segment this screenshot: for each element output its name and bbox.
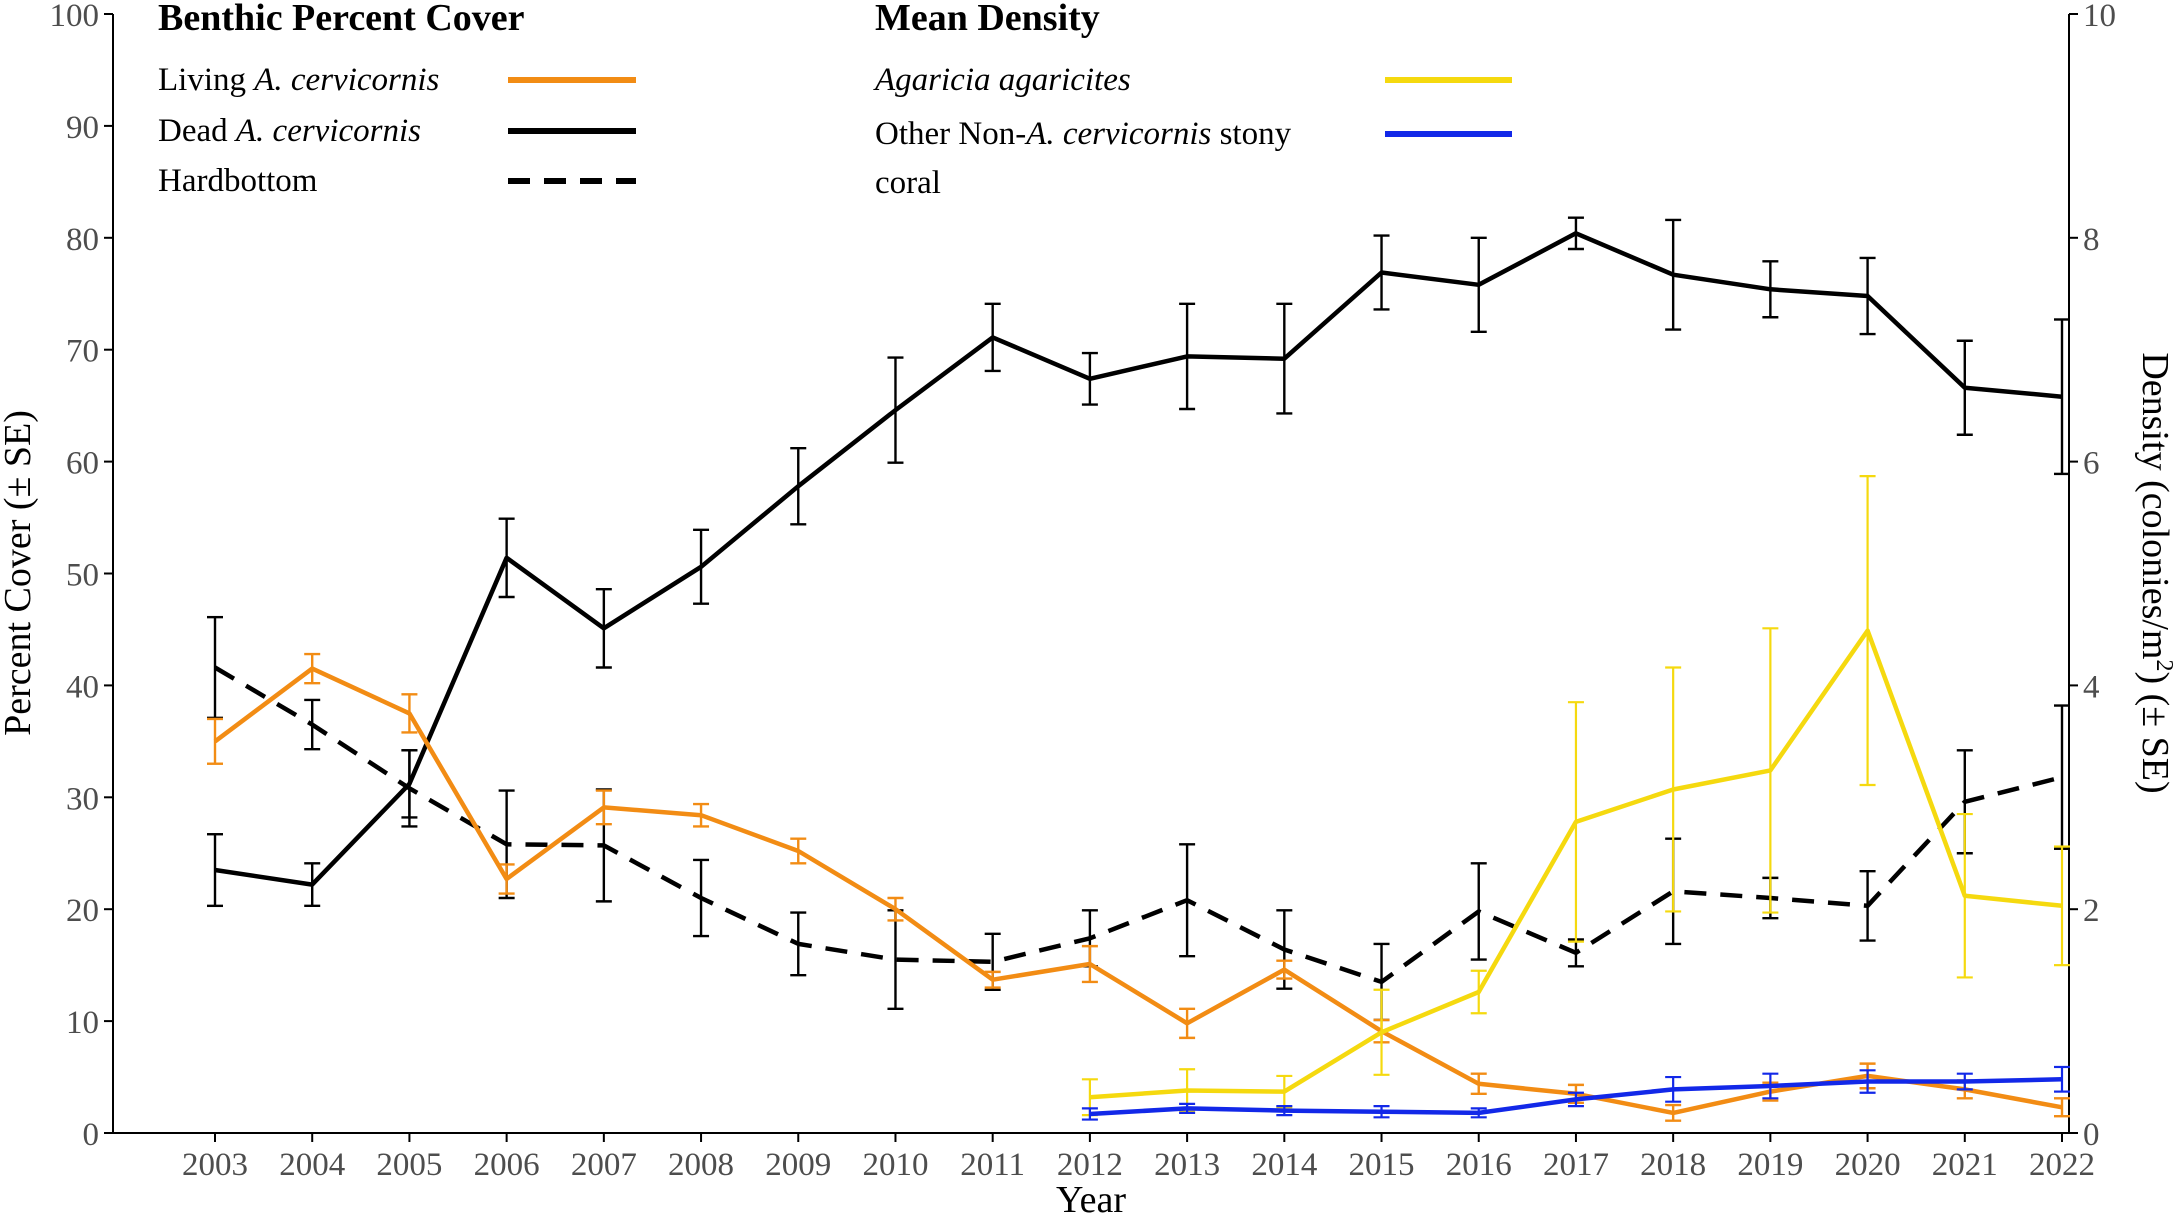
y-left-tick-label: 10 (66, 1005, 99, 1041)
error-bar (207, 615, 223, 720)
legend-entry-label-line2: coral (875, 165, 941, 201)
legend-label-part: stony (1211, 116, 1291, 152)
legend-group-1: Mean Density Agaricia agaricites Other Non… (873, 0, 1512, 201)
y-left-tick-label: 70 (66, 334, 99, 370)
y-left-tick-label: 20 (66, 893, 99, 929)
series-3 (1081, 475, 2070, 1117)
x-tick-label: 2012 (1057, 1147, 1123, 1183)
legend-entry-label: Other Non-A. cervicornis stony (875, 116, 1292, 152)
x-axis-ticks: 2003 2004 2005 2006 2007 2008 2009 2010 2011 2012… (182, 1133, 2095, 1183)
series-line (213, 666, 2063, 1116)
x-tick-label: 2011 (960, 1147, 1025, 1183)
y-left-tick-label: 50 (66, 558, 99, 594)
y-right-title-superscript: 2 (2151, 659, 2177, 671)
legend-title: Benthic Percent Cover (158, 0, 525, 39)
legend-label-part: Hardbottom (158, 163, 318, 199)
legend-label-part: Agaricia agaricites (873, 62, 1131, 98)
x-tick-label: 2016 (1446, 1147, 1512, 1183)
y-left-tick-label: 100 (50, 0, 100, 34)
y-right-tick-label: 8 (2083, 222, 2100, 258)
x-tick-label: 2005 (376, 1147, 442, 1183)
error-bar (2054, 1065, 2070, 1093)
y-left-tick-label: 80 (66, 222, 99, 258)
y-right-title-main: Density (colonies/m (2134, 352, 2176, 659)
legend: Benthic Percent Cover Living A. cervicorn… (158, 0, 1512, 201)
x-tick-label: 2013 (1154, 1147, 1220, 1183)
series-line (213, 665, 2063, 985)
x-tick-label: 2010 (862, 1147, 928, 1183)
legend-entry-label: Hardbottom (158, 163, 318, 199)
legend-label-part: A. cervicornis (252, 62, 439, 98)
y-right-axis-title: Density (colonies/m2) (± SE) (2134, 352, 2177, 793)
x-tick-label: 2014 (1251, 1147, 1317, 1183)
y-right-tick-label: 0 (2083, 1117, 2100, 1153)
x-tick-label: 2009 (765, 1147, 831, 1183)
legend-title: Mean Density (875, 0, 1100, 39)
y-right-tick-label: 2 (2083, 893, 2100, 929)
legend-label-part: Other Non- (875, 116, 1026, 152)
y-left-tick-label: 0 (83, 1117, 100, 1153)
y-right-title-end: ) (± SE) (2134, 671, 2176, 793)
x-tick-label: 2022 (2029, 1147, 2095, 1183)
y-right-tick-label: 6 (2083, 446, 2100, 482)
x-tick-label: 2020 (1835, 1147, 1901, 1183)
series-1 (207, 216, 2070, 908)
x-tick-label: 2015 (1349, 1147, 1415, 1183)
y-left-tick-label: 30 (66, 781, 99, 817)
series-line (1089, 628, 2063, 1100)
legend-entry-label: Living A. cervicornis (158, 62, 439, 98)
x-tick-label: 2018 (1640, 1147, 1706, 1183)
series-4 (1081, 1065, 2070, 1121)
x-tick-label: 2017 (1543, 1147, 1609, 1183)
x-tick-label: 2021 (1932, 1147, 1998, 1183)
y-left-tick-label: 60 (66, 446, 99, 482)
y-left-tick-label: 40 (66, 669, 99, 705)
x-tick-label: 2004 (279, 1147, 345, 1183)
right-axis-ticks: 0 2 4 6 8 10 (2069, 0, 2116, 1153)
x-tick-label: 2006 (474, 1147, 540, 1183)
x-tick-label: 2008 (668, 1147, 734, 1183)
series-line (1089, 1077, 2063, 1117)
x-tick-label: 2019 (1737, 1147, 1803, 1183)
legend-label-part: Dead (158, 113, 236, 149)
x-axis-title: Year (1056, 1179, 1126, 1216)
error-bar (2054, 704, 2070, 850)
series-line (214, 231, 2063, 887)
y-right-tick-label: 4 (2083, 669, 2100, 705)
x-tick-label: 2003 (182, 1147, 248, 1183)
y-left-tick-label: 90 (66, 110, 99, 146)
legend-entry-label: Agaricia agaricites (873, 62, 1131, 98)
plot-area (207, 216, 2070, 1122)
legend-label-part: Living (158, 62, 254, 98)
error-bar (2054, 845, 2070, 967)
series-0 (207, 652, 2070, 1122)
x-tick-label: 2007 (571, 1147, 637, 1183)
legend-group-0: Benthic Percent Cover Living A. cervicorn… (158, 0, 636, 199)
left-axis-ticks: 0 10 20 30 40 50 60 70 80 90 100 (50, 0, 113, 1153)
series-2 (207, 615, 2070, 1022)
error-bar (1081, 1107, 1098, 1121)
legend-entry-label: Dead A. cervicornis (158, 113, 421, 149)
legend-label-part: A. cervicornis (1024, 116, 1211, 152)
y-left-axis-title: Percent Cover (± SE) (0, 410, 39, 736)
y-right-tick-label: 10 (2083, 0, 2116, 34)
legend-label-part: A. cervicornis (234, 113, 421, 149)
